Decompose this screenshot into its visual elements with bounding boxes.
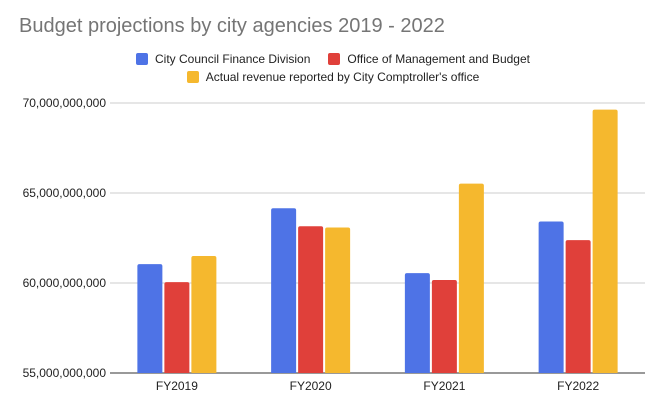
bar: [565, 240, 591, 373]
bar: [271, 208, 297, 373]
y-tick-label: 65,000,000,000: [23, 186, 107, 200]
y-tick-label: 70,000,000,000: [23, 96, 107, 110]
bar: [592, 109, 618, 373]
legend-swatch-city-council: [136, 53, 149, 65]
bar: [191, 256, 217, 373]
x-tick-label: FY2021: [423, 379, 465, 393]
y-tick-label: 55,000,000,000: [23, 366, 107, 380]
y-tick-label: 60,000,000,000: [23, 276, 107, 290]
legend-item-omb: Office of Management and Budget: [328, 52, 530, 66]
bar: [538, 221, 564, 373]
legend-item-comptroller: Actual revenue reported by City Comptrol…: [186, 70, 480, 84]
legend: City Council Finance Division Office of …: [0, 50, 666, 86]
bar: [137, 264, 163, 373]
bar: [298, 226, 324, 373]
chart-title: Budget projections by city agencies 2019…: [19, 15, 445, 37]
bar: [164, 282, 190, 373]
legend-label-comptroller: Actual revenue reported by City Comptrol…: [205, 70, 480, 84]
legend-swatch-comptroller: [186, 71, 199, 83]
bar: [404, 273, 430, 373]
bar: [325, 227, 351, 373]
legend-item-city-council: City Council Finance Division: [136, 52, 310, 66]
x-tick-label: FY2019: [156, 379, 198, 393]
x-tick-label: FY2022: [557, 379, 599, 393]
bar: [458, 183, 484, 373]
legend-label-omb: Office of Management and Budget: [347, 52, 530, 66]
x-tick-label: FY2020: [290, 379, 332, 393]
legend-swatch-omb: [328, 53, 341, 65]
legend-label-city-council: City Council Finance Division: [155, 52, 311, 66]
bar: [431, 279, 457, 373]
